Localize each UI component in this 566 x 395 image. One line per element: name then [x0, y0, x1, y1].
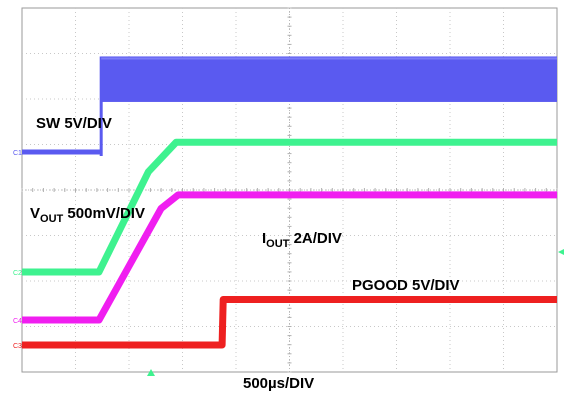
- iout-trace-line: [22, 191, 557, 324]
- pgood-trace-line: [22, 296, 557, 349]
- pgood-channel-marker: C3: [13, 343, 22, 350]
- marker-layer: [147, 249, 564, 376]
- iout-channel-marker: C4: [13, 318, 22, 325]
- trigger-level-marker: [558, 249, 564, 255]
- x-axis-label: 500µs/DIV: [243, 375, 314, 392]
- vout-channel-marker: C2: [13, 270, 22, 277]
- vout-trace-label: VOUT 500mV/DIV: [30, 205, 145, 225]
- iout-trace: C4: [13, 191, 557, 325]
- trigger-position-marker: [147, 369, 155, 376]
- sw-trace: C1: [13, 56, 558, 157]
- vout-trace-line: [22, 138, 557, 276]
- sw-switching-band: [101, 56, 558, 102]
- sw-channel-marker: C1: [13, 150, 22, 157]
- pgood-trace: C3: [13, 296, 557, 350]
- sw-trace-label: SW 5V/DIV: [36, 115, 112, 132]
- pgood-trace-label: PGOOD 5V/DIV: [352, 277, 460, 294]
- iout-trace-label: IOUT 2A/DIV: [262, 230, 342, 250]
- vout-trace: C2: [13, 138, 557, 277]
- trace-layer: C3 C4 C2 C1: [13, 56, 558, 350]
